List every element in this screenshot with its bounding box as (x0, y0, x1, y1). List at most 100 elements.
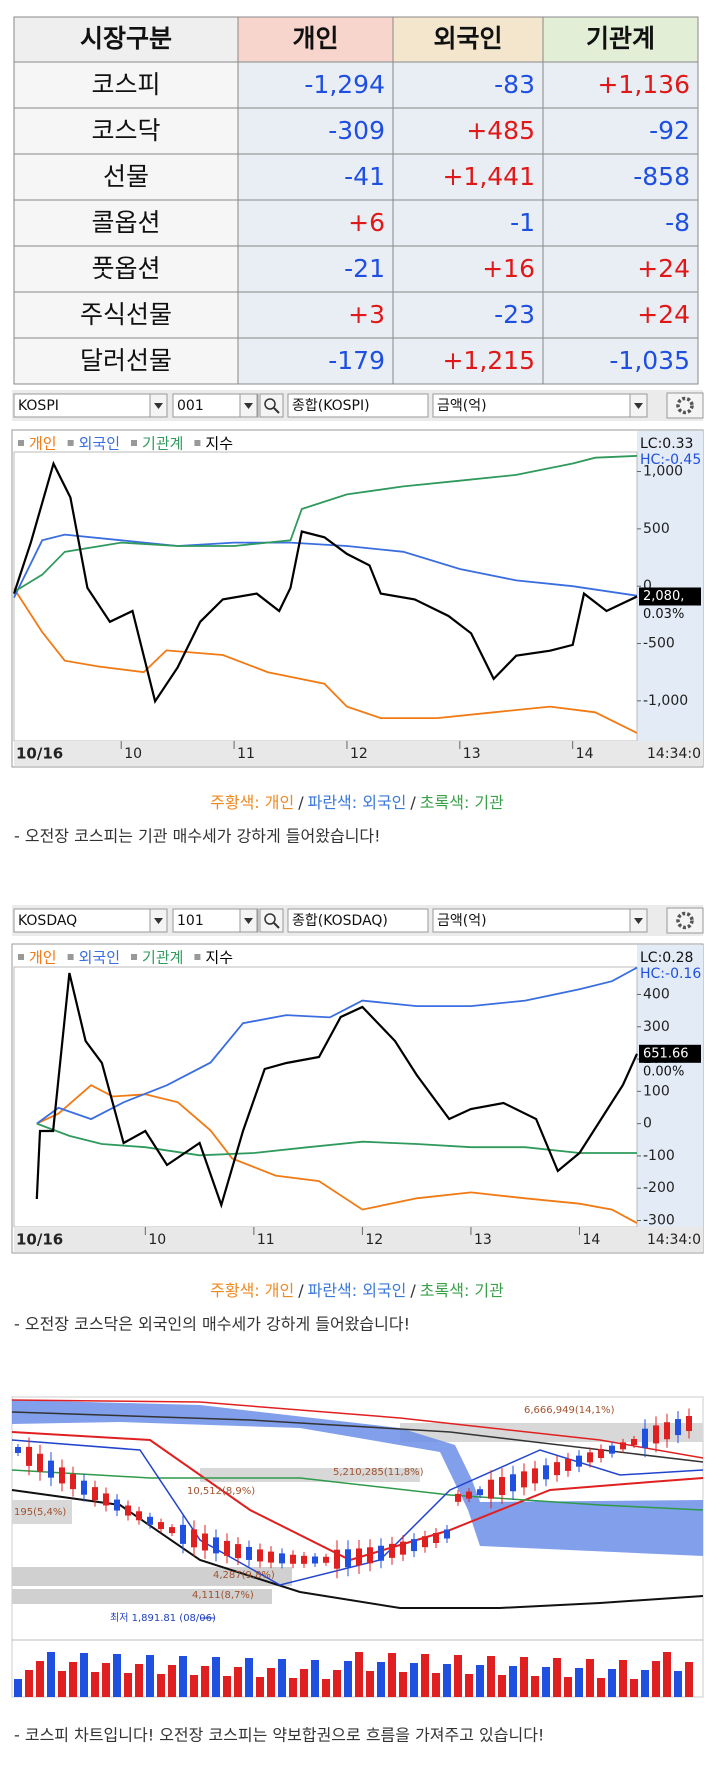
series-line (36, 966, 638, 1125)
search-button[interactable] (259, 908, 284, 933)
volume-band (400, 1423, 703, 1442)
volume-bar (25, 1670, 33, 1697)
market-input: 종합(KOSDAQ) (292, 913, 388, 929)
legend-label: 지수 (205, 435, 233, 453)
search-icon (264, 913, 276, 925)
candle-body (180, 1524, 186, 1544)
volume-bar (102, 1663, 110, 1697)
dropdown-arrow (244, 403, 253, 409)
x-tick-label: 14 (582, 1232, 600, 1248)
caption: - 오전장 코스닥은 외국인의 매수세가 강하게 들어왔습니다! (14, 1315, 410, 1334)
dropdown-arrow (154, 403, 163, 409)
legend-label: 외국인 (79, 949, 120, 967)
volume-bar (124, 1673, 132, 1697)
candle-body (598, 1449, 604, 1459)
x-tick-label: 11 (237, 746, 255, 762)
value-cell (542, 291, 699, 339)
candle-body (532, 1468, 538, 1484)
volume-bar (267, 1668, 275, 1697)
candle-body (224, 1540, 230, 1556)
y-tick-label: -100 (643, 1148, 675, 1164)
cell-value: -23 (494, 300, 535, 329)
legend-marker (18, 440, 24, 446)
volume-bar (652, 1661, 660, 1697)
candle-body (686, 1416, 692, 1432)
volume-bar (223, 1676, 231, 1697)
volume-bar (685, 1662, 693, 1697)
volume-bar (355, 1652, 363, 1697)
volume-bar (201, 1666, 209, 1697)
hc-label: HC:-0.45 (640, 452, 701, 468)
volume-bar (80, 1653, 88, 1697)
dropdown-arrow (154, 918, 163, 924)
cell-value: -21 (344, 254, 385, 283)
cell-value: -858 (633, 162, 690, 191)
caption: - 코스피 차트입니다! 오전장 코스피는 약보합권으로 흐름을 가져주고 있습… (14, 1726, 544, 1745)
series-line (13, 455, 638, 593)
dropdown-arrow (634, 403, 643, 409)
candle-body (521, 1471, 527, 1488)
volume-bar (135, 1664, 143, 1697)
date-label: 10/16 (16, 745, 63, 763)
x-tick-label: 10 (148, 1232, 166, 1248)
lc-label: LC:0.33 (640, 436, 693, 452)
candle-body (664, 1422, 670, 1440)
volume-bar (597, 1678, 605, 1697)
dropdown-arrow (634, 918, 643, 924)
y-tick-label: 1,000 (643, 463, 683, 479)
cell-value: -1,294 (304, 70, 385, 99)
candle-body (213, 1537, 219, 1554)
value-cell (237, 153, 394, 201)
label-cell (13, 337, 239, 385)
header-cell (237, 16, 394, 63)
note-green: 초록색: 기관 (420, 793, 504, 812)
volume-bar (586, 1659, 594, 1697)
series-line (35, 972, 639, 1209)
candle-body (356, 1548, 362, 1566)
candle-body (103, 1493, 109, 1506)
row-label: 코스피 (91, 70, 160, 99)
header-cell (13, 16, 239, 63)
color-note: 주황색: 개인 / 파란색: 외국인 / 초록색: 기관 (210, 1281, 504, 1300)
header-text: 개인 (292, 24, 338, 53)
volume-bar (377, 1662, 385, 1697)
volume-bar (113, 1654, 121, 1697)
candle-body (268, 1551, 274, 1563)
label-cell (13, 199, 239, 247)
cell-value: +1,215 (442, 346, 535, 375)
gear-icon (676, 911, 694, 930)
cell-value: +24 (637, 300, 690, 329)
candle-body (576, 1455, 582, 1467)
moving-average (11, 1411, 704, 1463)
y-tick-label: 100 (643, 1083, 670, 1099)
cell-value: -1 (510, 208, 535, 237)
candle-body (587, 1452, 593, 1463)
candle-body (191, 1529, 197, 1548)
price-label: 4,111(8,7%) (192, 1590, 254, 1601)
volume-bar (399, 1672, 407, 1697)
candle-body (136, 1511, 142, 1521)
index-change-label: 0.03% (643, 607, 684, 622)
market-input: 종합(KOSPI) (292, 398, 370, 414)
row-label: 코스닥 (91, 116, 160, 145)
volume-bar (366, 1671, 374, 1697)
volume-bar (564, 1677, 572, 1697)
candle-body (323, 1556, 329, 1563)
value-cell (392, 107, 544, 155)
index-value-box (639, 587, 701, 606)
volume-bar (311, 1660, 319, 1697)
unit-input: 금액(억) (437, 913, 487, 929)
search-button[interactable] (259, 393, 284, 418)
x-tick-label: 13 (474, 1232, 492, 1248)
series-line (36, 1122, 637, 1157)
cell-value: -1,035 (609, 346, 690, 375)
volume-bar (14, 1679, 22, 1697)
market-input-box (287, 393, 429, 418)
price-label: 5,210,285(11,8%) (333, 1467, 424, 1478)
candle-body (279, 1553, 285, 1564)
candle-body (345, 1549, 351, 1568)
candle-body (609, 1445, 615, 1454)
index-value-box (639, 1044, 701, 1063)
legend-marker (18, 954, 24, 960)
value-cell (542, 337, 699, 385)
